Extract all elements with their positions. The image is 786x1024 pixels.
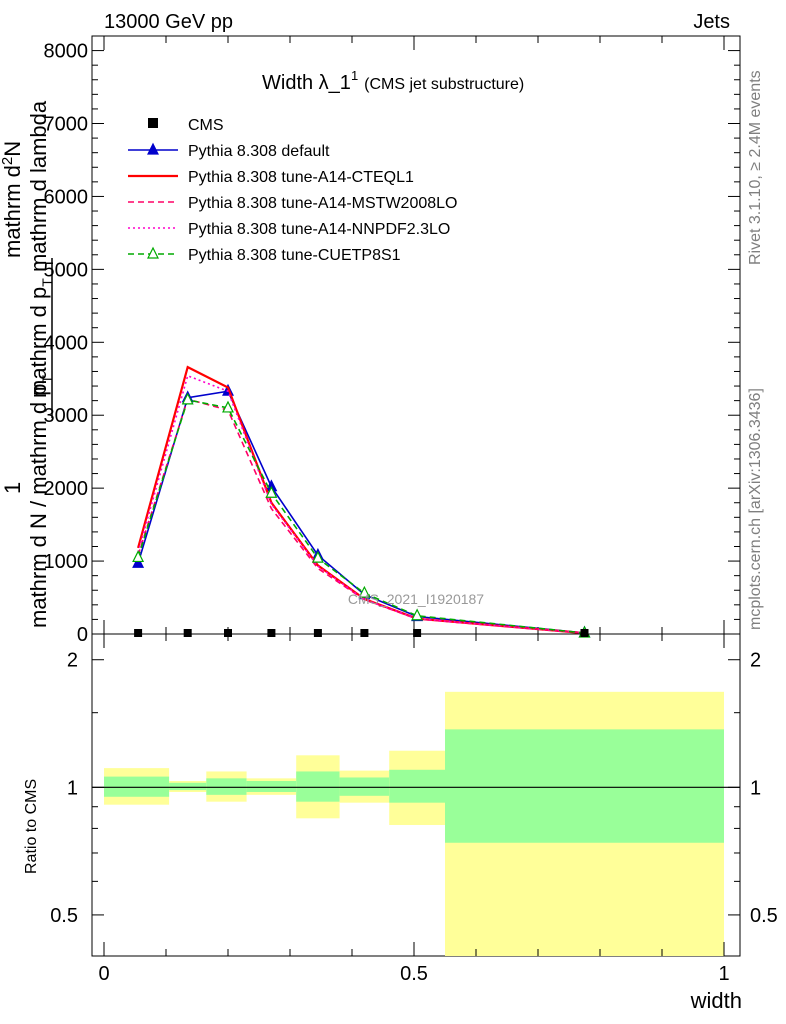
series-marker-4 <box>132 550 145 563</box>
source-text: mcplots.cern.ch [arXiv:1306.3436] <box>747 388 764 630</box>
legend-marker-4 <box>147 246 159 259</box>
legend-label-1: Pythia 8.308 tune-A14-CTEQL1 <box>188 169 414 186</box>
analysis-watermark: CMS_2021_I1920187 <box>348 591 484 607</box>
series-marker-4 <box>411 608 424 621</box>
series-line-3 <box>137 374 585 634</box>
y-tick-label: 1000 <box>44 551 89 573</box>
ratio-band-inner <box>206 778 247 795</box>
ratio-band-inner <box>169 782 207 791</box>
legend-label-4: Pythia 8.308 tune-CUETP8S1 <box>188 247 401 264</box>
data-point-cms <box>360 629 369 637</box>
y-tick-label: 2000 <box>44 478 89 500</box>
header-process: 13000 GeV pp <box>104 11 233 33</box>
x-tick-label: 0.5 <box>400 963 428 985</box>
y-tick-label: 0 <box>77 624 88 646</box>
ratio-band-inner <box>445 729 724 843</box>
data-point-cms <box>134 629 143 637</box>
ratio-ylabel: Ratio to CMS <box>23 779 40 874</box>
ratio-plot-frame <box>91 633 741 957</box>
y-tick-label: 7000 <box>44 114 89 136</box>
ratio-y-tick-label: 0.5 <box>50 905 78 927</box>
data-point-cms <box>313 629 322 637</box>
y-tick-label: 5000 <box>44 259 89 281</box>
ratio-y-tick-label-right: 0.5 <box>750 905 778 927</box>
ratio-band-inner <box>389 769 445 803</box>
data-point-cms <box>580 629 589 637</box>
top-axes: 0 1000 2000 3000 4000 5000 6000 7000 8000 <box>44 36 740 646</box>
series-line-0 <box>137 390 585 634</box>
y-tick-label: 4000 <box>44 332 89 354</box>
data-point-cms <box>224 629 232 637</box>
header-category: Jets <box>693 11 730 33</box>
ratio-y-tick-label-right: 1 <box>750 777 761 799</box>
legend-label-cms: CMS <box>188 117 224 134</box>
ratio-y-tick-label: 1 <box>67 777 78 799</box>
y-tick-label: 8000 <box>44 41 89 63</box>
ratio-y-tick-label-right: 2 <box>750 650 761 672</box>
legend: CMS Pythia 8.308 default Pythia 8.308 tune… <box>128 117 457 264</box>
ylabel-one: 1 <box>0 482 25 494</box>
x-tick-label: 1 <box>718 963 729 985</box>
series-line-4 <box>137 398 585 634</box>
plot-title: Width λ_11(CMS jet substructure) <box>262 68 524 94</box>
x-axis-label: width <box>690 988 742 1013</box>
series-marker-4 <box>311 550 324 563</box>
series-marker-4 <box>358 585 371 598</box>
series-marker-4 <box>265 485 278 498</box>
legend-label-0: Pythia 8.308 default <box>188 143 330 160</box>
data-point-cms <box>183 629 192 637</box>
data-point-cms <box>267 629 276 637</box>
ratio-band-inner <box>246 780 297 792</box>
legend-marker-cms <box>148 118 158 128</box>
legend-label-2: Pythia 8.308 tune-A14-MSTW2008LO <box>188 195 457 212</box>
x-tick-label: 0 <box>98 963 109 985</box>
ylabel-denominator-top: mathrm d pT mathrm d lambda <box>26 100 55 398</box>
top-series <box>132 365 591 638</box>
y-tick-label: 6000 <box>44 186 89 208</box>
series-marker-4 <box>222 400 234 413</box>
ratio-band-inner <box>296 771 340 802</box>
ratio-y-tick-label: 2 <box>67 650 78 672</box>
ratio-bands <box>104 691 724 956</box>
ratio-band-inner <box>104 776 170 797</box>
ylabel-numerator: mathrm d2N <box>0 141 25 258</box>
series-marker-4 <box>181 392 194 405</box>
ratio-band-inner <box>339 777 390 796</box>
data-point-cms <box>413 629 422 637</box>
ratio-axes: 0.5 0.5 1 1 2 2 0 0.5 1 <box>50 634 778 985</box>
y-tick-label: 3000 <box>44 405 89 427</box>
ylabel-denominator-bottom: mathrm d N / mathrm d pT <box>26 374 55 628</box>
top-ylabel: mathrm d2N mathrm d pT mathrm d lambda 1… <box>0 100 55 628</box>
legend-marker-0 <box>147 142 159 155</box>
legend-label-3: Pythia 8.308 tune-A14-NNPDF2.3LO <box>188 221 450 238</box>
rivet-version-text: Rivet 3.1.10, ≥ 2.4M events <box>747 70 764 265</box>
series-marker-0 <box>132 555 145 568</box>
